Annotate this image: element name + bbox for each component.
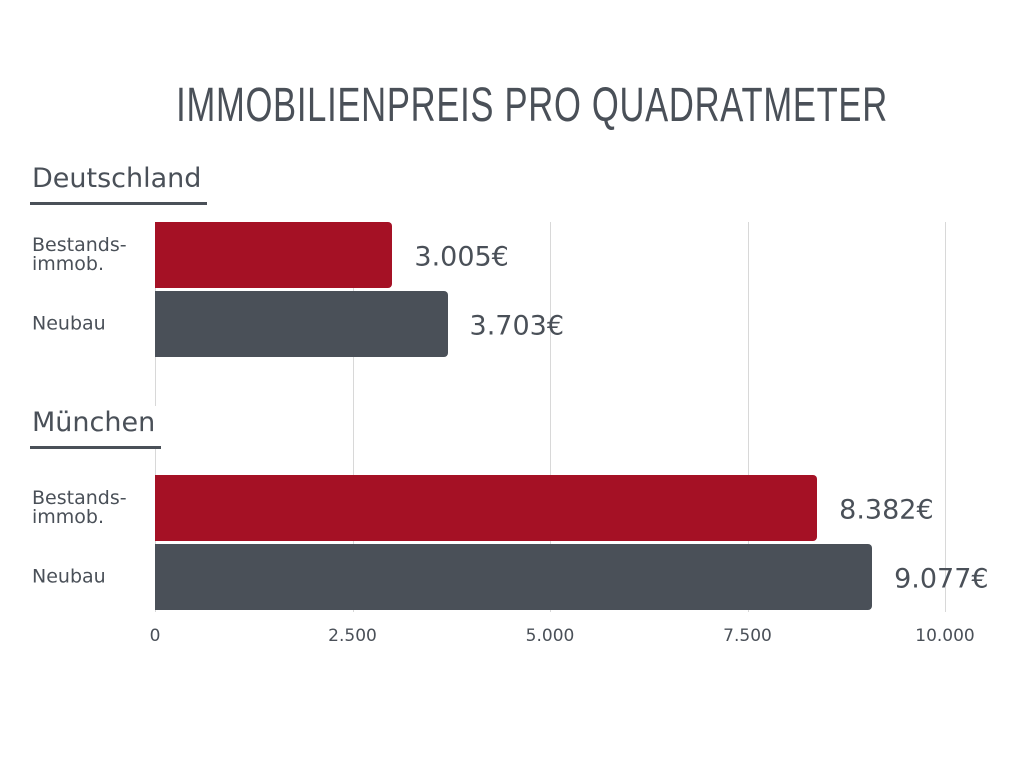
grid-line [747,222,749,612]
category-label: Neubau [32,565,106,588]
x-tick-label: 10.000 [915,626,975,646]
bar [155,222,393,288]
x-tick-label: 5.000 [525,626,575,646]
grid-line [550,222,551,612]
category-label: Bestands- immob. [32,234,127,275]
chart-title: IMMOBILIENPREIS PRO QUADRATMETER [176,79,888,132]
group-heading: München [30,406,162,449]
value-label: 9.077€ [894,563,989,595]
group-heading: Deutschland [30,162,208,205]
x-tick-label: 7.500 [723,626,772,646]
category-label: Neubau [32,312,106,335]
value-label: 3.703€ [469,310,565,342]
category-label: Bestands- immob. [32,487,127,528]
grid-line [352,222,354,612]
bar [155,475,818,541]
grid-line [945,222,946,612]
bar [155,291,448,357]
value-label: 8.382€ [839,494,934,526]
bar [155,544,873,610]
x-tick-label: 2.500 [328,626,377,646]
value-label: 3.005€ [414,241,509,273]
x-tick-label: 0 [149,626,161,646]
